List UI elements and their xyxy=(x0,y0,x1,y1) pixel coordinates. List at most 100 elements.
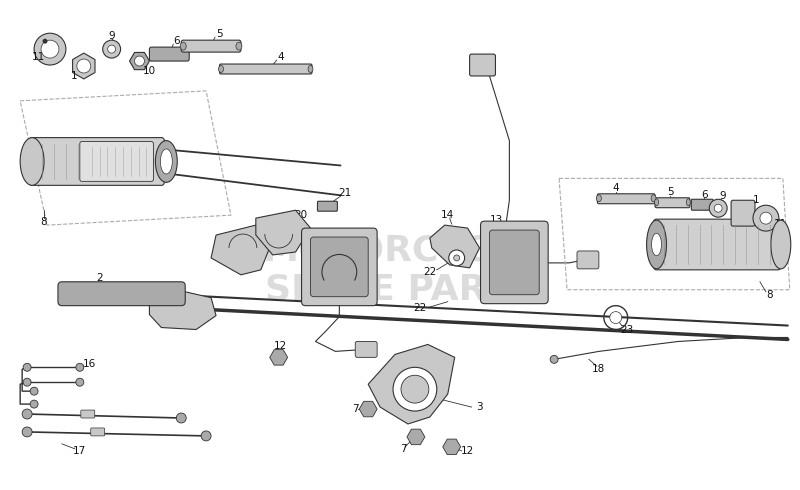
FancyBboxPatch shape xyxy=(691,199,714,210)
Text: 1: 1 xyxy=(70,71,77,81)
Circle shape xyxy=(42,39,47,44)
Circle shape xyxy=(23,378,31,386)
Text: 16: 16 xyxy=(83,359,96,369)
FancyBboxPatch shape xyxy=(598,194,655,204)
Circle shape xyxy=(23,363,31,371)
Text: MOTORCYCLE
SPARE PARTS: MOTORCYCLE SPARE PARTS xyxy=(262,233,538,307)
Ellipse shape xyxy=(236,42,242,50)
Polygon shape xyxy=(150,290,216,329)
Circle shape xyxy=(753,205,779,231)
FancyBboxPatch shape xyxy=(90,428,105,436)
Ellipse shape xyxy=(686,199,690,206)
Text: 5: 5 xyxy=(667,187,674,197)
Polygon shape xyxy=(430,225,479,268)
Text: 21: 21 xyxy=(338,188,352,198)
Circle shape xyxy=(77,59,90,73)
FancyBboxPatch shape xyxy=(182,40,241,52)
Text: 11: 11 xyxy=(774,219,787,229)
Text: 23: 23 xyxy=(620,324,634,335)
Polygon shape xyxy=(442,439,461,455)
Ellipse shape xyxy=(218,66,223,73)
Polygon shape xyxy=(211,225,270,275)
Circle shape xyxy=(610,312,622,323)
Text: 7: 7 xyxy=(352,404,358,414)
Ellipse shape xyxy=(180,42,186,50)
FancyBboxPatch shape xyxy=(58,282,186,306)
Polygon shape xyxy=(368,344,454,424)
Text: 2: 2 xyxy=(96,273,103,283)
Ellipse shape xyxy=(651,195,656,202)
Ellipse shape xyxy=(646,220,666,269)
Text: 19: 19 xyxy=(216,247,230,257)
Text: 10: 10 xyxy=(143,66,156,76)
FancyBboxPatch shape xyxy=(219,64,312,74)
Circle shape xyxy=(22,409,32,419)
Text: 13: 13 xyxy=(508,257,521,267)
Text: 18: 18 xyxy=(592,364,606,374)
Text: 11: 11 xyxy=(31,52,45,62)
Text: 1: 1 xyxy=(753,195,759,205)
FancyBboxPatch shape xyxy=(302,228,377,306)
Polygon shape xyxy=(359,401,377,417)
Text: 4: 4 xyxy=(278,52,284,62)
Ellipse shape xyxy=(160,149,172,174)
Circle shape xyxy=(401,375,429,403)
FancyBboxPatch shape xyxy=(81,410,94,418)
FancyBboxPatch shape xyxy=(80,142,154,181)
Circle shape xyxy=(134,56,145,66)
Circle shape xyxy=(714,204,722,212)
Text: 5: 5 xyxy=(216,29,222,39)
Circle shape xyxy=(30,400,38,408)
Text: 12: 12 xyxy=(274,342,287,351)
Ellipse shape xyxy=(651,233,662,256)
Text: 6: 6 xyxy=(173,36,179,46)
FancyBboxPatch shape xyxy=(490,230,539,294)
FancyBboxPatch shape xyxy=(355,342,377,357)
Text: 14: 14 xyxy=(441,210,454,220)
Ellipse shape xyxy=(771,220,790,269)
Text: 15: 15 xyxy=(329,255,342,265)
Circle shape xyxy=(41,40,59,58)
FancyBboxPatch shape xyxy=(318,201,338,211)
Text: 13: 13 xyxy=(490,215,502,225)
Circle shape xyxy=(108,45,116,53)
Circle shape xyxy=(76,378,84,386)
Ellipse shape xyxy=(654,199,658,206)
Ellipse shape xyxy=(20,138,44,185)
Polygon shape xyxy=(270,349,288,365)
Ellipse shape xyxy=(155,141,178,182)
Text: 20: 20 xyxy=(294,210,307,220)
Text: 8: 8 xyxy=(41,217,47,227)
Circle shape xyxy=(550,355,558,363)
FancyBboxPatch shape xyxy=(310,237,368,297)
Polygon shape xyxy=(73,53,95,79)
Text: 8: 8 xyxy=(766,290,774,300)
Text: 6: 6 xyxy=(701,190,707,200)
FancyBboxPatch shape xyxy=(150,47,190,61)
Text: 22: 22 xyxy=(423,267,437,277)
Circle shape xyxy=(454,255,460,261)
FancyBboxPatch shape xyxy=(29,138,164,185)
Circle shape xyxy=(710,199,727,217)
Circle shape xyxy=(393,368,437,411)
Text: 17: 17 xyxy=(74,446,86,456)
Polygon shape xyxy=(256,210,310,255)
Circle shape xyxy=(30,387,38,395)
FancyBboxPatch shape xyxy=(577,251,599,269)
Text: 3: 3 xyxy=(476,402,483,412)
FancyBboxPatch shape xyxy=(654,219,781,270)
Ellipse shape xyxy=(308,66,313,73)
Text: 4: 4 xyxy=(613,183,619,194)
Circle shape xyxy=(760,212,772,224)
Circle shape xyxy=(34,33,66,65)
Text: 9: 9 xyxy=(720,191,726,201)
Circle shape xyxy=(449,250,465,266)
FancyBboxPatch shape xyxy=(481,221,548,304)
Polygon shape xyxy=(130,52,150,70)
FancyBboxPatch shape xyxy=(731,200,755,226)
Circle shape xyxy=(76,363,84,371)
Circle shape xyxy=(176,413,186,423)
Text: 22: 22 xyxy=(414,303,426,313)
Ellipse shape xyxy=(596,195,602,202)
Text: 12: 12 xyxy=(461,446,474,456)
